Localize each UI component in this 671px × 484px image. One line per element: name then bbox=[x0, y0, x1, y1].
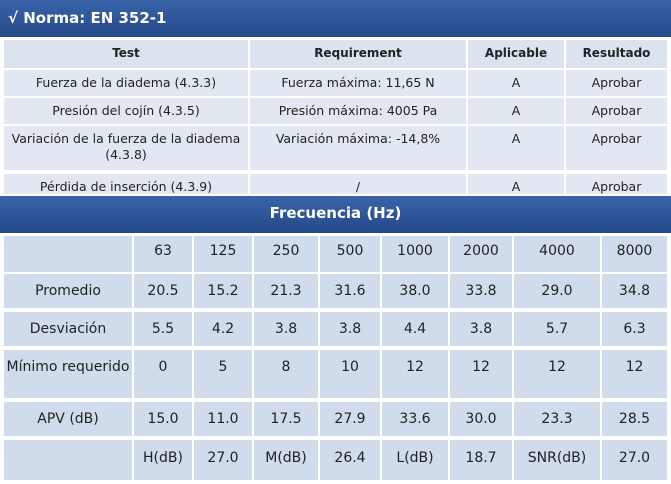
table-cell: Fuerza máxima: 11,65 N bbox=[250, 70, 466, 96]
frequency: 2000 bbox=[450, 236, 512, 272]
summary-cell: 26.4 bbox=[320, 440, 380, 480]
table-cell: A bbox=[468, 126, 564, 170]
value: 21.3 bbox=[254, 274, 318, 308]
table-cell: Presión del cojín (4.3.5) bbox=[4, 98, 248, 124]
table-cell: Variación de la fuerza de la diadema (4.… bbox=[4, 126, 248, 170]
value: 12 bbox=[382, 350, 448, 398]
value: 27.9 bbox=[320, 402, 380, 436]
value: 0 bbox=[134, 350, 192, 398]
table-cell: Variación máxima: -14,8% bbox=[250, 126, 466, 170]
table-cell: Aprobar bbox=[566, 126, 667, 170]
value: 38.0 bbox=[382, 274, 448, 308]
summary-cell: H(dB) bbox=[134, 440, 192, 480]
row-label: Desviación bbox=[4, 312, 132, 346]
value: 33.8 bbox=[450, 274, 512, 308]
table-cell: A bbox=[468, 98, 564, 124]
row-label: Mínimo requerido bbox=[4, 350, 132, 398]
value: 12 bbox=[602, 350, 667, 398]
value: 6.3 bbox=[602, 312, 667, 346]
blank-cell bbox=[4, 236, 132, 272]
value: 31.6 bbox=[320, 274, 380, 308]
value: 4.4 bbox=[382, 312, 448, 346]
column-header: Requirement bbox=[250, 40, 466, 68]
value: 33.6 bbox=[382, 402, 448, 436]
value: 12 bbox=[450, 350, 512, 398]
frequency: 8000 bbox=[602, 236, 667, 272]
summary-cell: 27.0 bbox=[602, 440, 667, 480]
value: 4.2 bbox=[194, 312, 252, 346]
value: 8 bbox=[254, 350, 318, 398]
frequency: 1000 bbox=[382, 236, 448, 272]
value: 15.2 bbox=[194, 274, 252, 308]
value: 20.5 bbox=[134, 274, 192, 308]
row-label: Promedio bbox=[4, 274, 132, 308]
column-header: Resultado bbox=[566, 40, 667, 68]
value: 12 bbox=[514, 350, 600, 398]
frequency: 500 bbox=[320, 236, 380, 272]
table-cell: Aprobar bbox=[566, 174, 667, 194]
summary-cell: SNR(dB) bbox=[514, 440, 600, 480]
norma-header: √ Norma: EN 352-1 bbox=[0, 0, 671, 37]
summary-cell: 27.0 bbox=[194, 440, 252, 480]
value: 34.8 bbox=[602, 274, 667, 308]
table-cell: Aprobar bbox=[566, 98, 667, 124]
frequency: 250 bbox=[254, 236, 318, 272]
column-header: Test bbox=[4, 40, 248, 68]
summary-cell: L(dB) bbox=[382, 440, 448, 480]
frequency: 4000 bbox=[514, 236, 600, 272]
value: 10 bbox=[320, 350, 380, 398]
column-header: Aplicable bbox=[468, 40, 564, 68]
value: 23.3 bbox=[514, 402, 600, 436]
row-label: APV (dB) bbox=[4, 402, 132, 436]
table-cell: Fuerza de la diadema (4.3.3) bbox=[4, 70, 248, 96]
value: 15.0 bbox=[134, 402, 192, 436]
summary-cell: 18.7 bbox=[450, 440, 512, 480]
table-cell: Aprobar bbox=[566, 70, 667, 96]
table-cell: A bbox=[468, 70, 564, 96]
frequency: 125 bbox=[194, 236, 252, 272]
value: 3.8 bbox=[320, 312, 380, 346]
value: 3.8 bbox=[450, 312, 512, 346]
frequency: 63 bbox=[134, 236, 192, 272]
value: 17.5 bbox=[254, 402, 318, 436]
summary-cell: M(dB) bbox=[254, 440, 318, 480]
value: 5.7 bbox=[514, 312, 600, 346]
value: 11.0 bbox=[194, 402, 252, 436]
table-cell: A bbox=[468, 174, 564, 194]
frequency-header: Frecuencia (Hz) bbox=[0, 196, 671, 233]
value: 28.5 bbox=[602, 402, 667, 436]
value: 29.0 bbox=[514, 274, 600, 308]
table-cell: Pérdida de inserción (4.3.9) bbox=[4, 174, 248, 194]
value: 5.5 bbox=[134, 312, 192, 346]
table-cell: Presión máxima: 4005 Pa bbox=[250, 98, 466, 124]
value: 5 bbox=[194, 350, 252, 398]
value: 30.0 bbox=[450, 402, 512, 436]
table-cell: / bbox=[250, 174, 466, 194]
blank-cell bbox=[4, 440, 132, 480]
value: 3.8 bbox=[254, 312, 318, 346]
